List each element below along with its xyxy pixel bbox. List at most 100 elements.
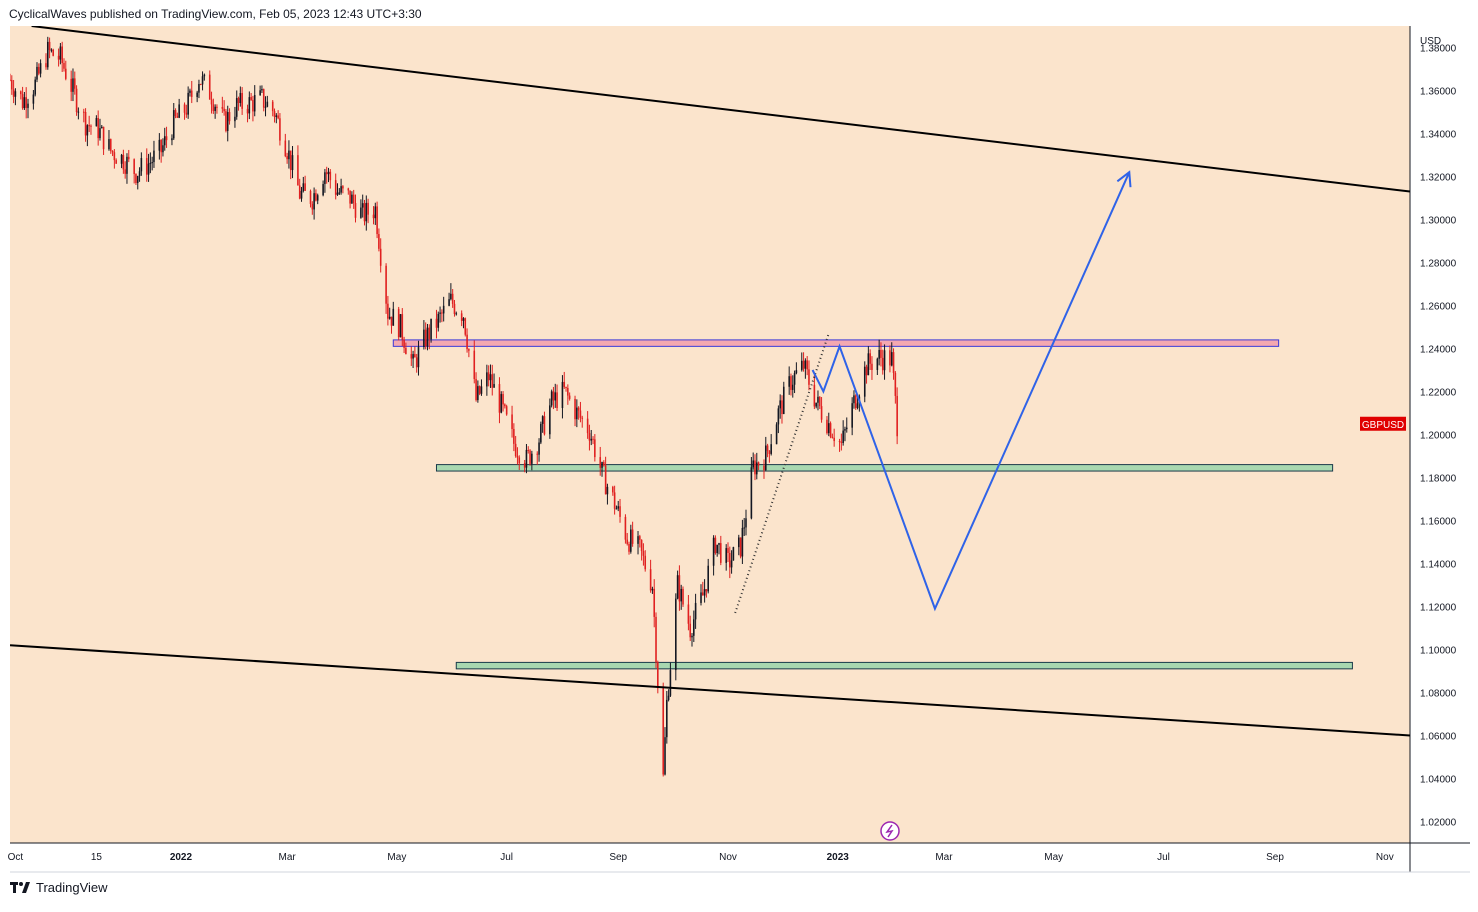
candle-body: [840, 441, 843, 443]
candle-body: [165, 136, 168, 141]
x-tick-label: Mar: [279, 852, 297, 863]
candle-body: [527, 449, 530, 451]
candle-body: [410, 354, 413, 359]
candle-body: [468, 349, 470, 351]
candle-body: [854, 395, 857, 408]
candle-body: [401, 314, 404, 340]
candle-body: [804, 360, 807, 369]
candle-body: [37, 66, 40, 74]
candle-body: [435, 318, 438, 328]
y-tick-label: 1.02000: [1420, 818, 1457, 829]
candle-body: [34, 79, 36, 95]
candle-body: [178, 104, 180, 118]
candle-body: [493, 384, 495, 388]
candle-body: [140, 158, 143, 172]
candle-body: [531, 453, 533, 464]
candle-body: [349, 190, 351, 204]
candle-body: [59, 46, 62, 60]
candle-body: [813, 384, 816, 407]
candle-body: [565, 386, 567, 389]
candle-body: [10, 79, 11, 81]
candle-body: [415, 357, 418, 368]
candle-body: [856, 403, 859, 408]
candle-body: [234, 116, 236, 122]
candle-body: [687, 604, 690, 624]
candle-body: [19, 91, 22, 95]
candle-body: [390, 316, 393, 326]
candle-body: [550, 391, 553, 406]
candle-body: [603, 462, 605, 466]
candle-body: [741, 527, 744, 557]
candle-body: [309, 190, 312, 204]
candle-body: [802, 360, 805, 369]
candle-body: [628, 543, 630, 552]
support-zone-lower: [455, 661, 1353, 670]
candle-body: [27, 103, 29, 108]
candle-body: [694, 602, 697, 620]
candle-body: [135, 173, 137, 183]
candle-body: [705, 589, 708, 592]
brand-label[interactable]: TradingView: [36, 880, 108, 895]
candle-body: [176, 116, 179, 118]
candle-body: [162, 145, 164, 153]
candle-body: [763, 465, 765, 471]
candle-body: [655, 616, 657, 663]
candle-body: [52, 49, 54, 56]
y-tick-label: 1.32000: [1420, 173, 1457, 184]
y-tick-label: 1.04000: [1420, 775, 1457, 786]
candle-body: [378, 234, 380, 249]
candle-body: [838, 441, 841, 443]
candle-body: [725, 548, 727, 563]
x-tick-label: Jul: [500, 852, 513, 863]
candle-body: [666, 699, 668, 738]
candle-body: [127, 156, 130, 160]
candle-body: [363, 203, 366, 222]
candle-body: [800, 360, 803, 371]
candle-body: [743, 527, 745, 529]
candle-body: [707, 565, 710, 592]
candle-body: [755, 462, 758, 475]
candle-body: [851, 403, 853, 428]
footer: TradingView: [10, 880, 108, 895]
candle-body: [487, 372, 490, 381]
candle-body: [289, 150, 292, 171]
y-tick-label: 1.30000: [1420, 216, 1457, 227]
candle-body: [806, 360, 808, 370]
candle-body: [703, 589, 706, 596]
candle-body: [228, 112, 231, 122]
candle-body: [867, 353, 870, 376]
candle-body: [829, 423, 832, 437]
candle-body: [297, 155, 299, 186]
candle-body: [315, 193, 317, 201]
candle-body: [489, 374, 492, 381]
candle-body: [145, 158, 148, 175]
candle-body: [88, 125, 90, 127]
candle-body: [624, 516, 627, 540]
candle-body: [576, 407, 578, 420]
x-tick-label: 2022: [170, 852, 193, 863]
y-tick-label: 1.24000: [1420, 345, 1457, 356]
candle-body: [387, 303, 389, 319]
candle-body: [199, 84, 202, 86]
candle-body: [115, 160, 117, 164]
candle-body: [728, 552, 731, 568]
candle-body: [644, 555, 647, 570]
candle-body: [502, 394, 504, 405]
candle-body: [730, 560, 733, 568]
candle-body: [892, 352, 895, 373]
candle-body: [84, 112, 87, 136]
candle-body: [579, 410, 582, 418]
candle-body: [347, 188, 350, 191]
tradingview-logo-icon[interactable]: [10, 881, 30, 894]
candle-body: [311, 203, 314, 210]
candle-body: [221, 106, 224, 109]
candle-body: [795, 370, 798, 374]
candle-body: [336, 192, 339, 195]
candle-body: [612, 486, 614, 493]
candle-body: [183, 104, 186, 113]
candle-body: [766, 445, 769, 451]
candle-body: [288, 150, 290, 160]
candle-body: [163, 136, 166, 146]
